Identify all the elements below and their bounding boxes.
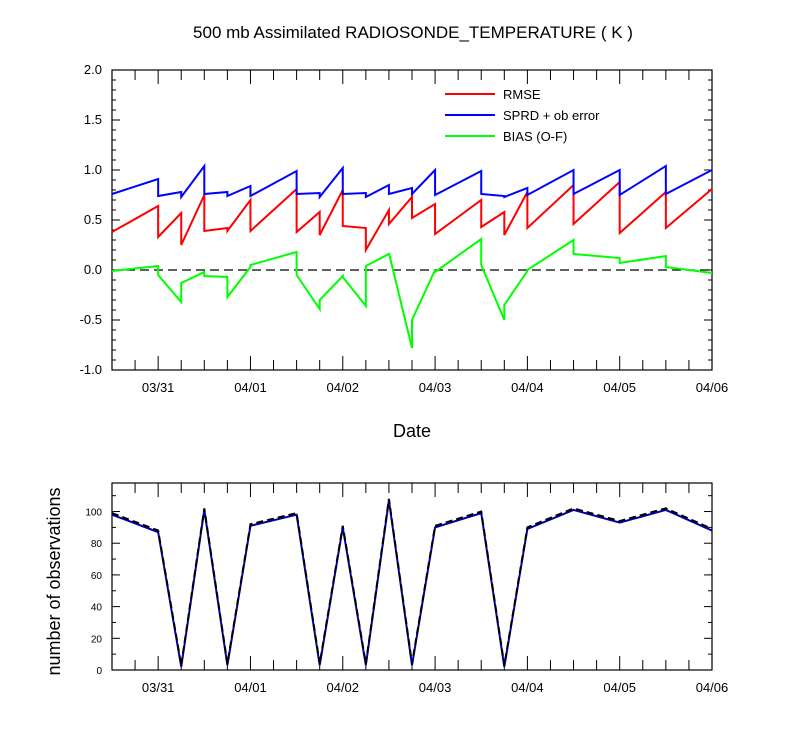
y-tick-label: 60: [91, 571, 103, 582]
x-tick-label: 04/04: [511, 680, 544, 695]
legend-label: RMSE: [503, 87, 541, 102]
y-tick-label: 1.0: [84, 162, 102, 177]
x-tick-label: 04/02: [326, 380, 359, 395]
x-axis-title: Date: [393, 421, 431, 441]
x-tick-label: 04/05: [603, 680, 636, 695]
series-line-dashed: [111, 498, 713, 666]
y-tick-label: 80: [91, 539, 103, 550]
chart-title: 500 mb Assimilated RADIOSONDE_TEMPERATUR…: [193, 23, 633, 42]
y-tick-label: 100: [85, 508, 102, 519]
plot-frame: [111, 482, 713, 671]
x-tick-label: 04/06: [696, 680, 729, 695]
series-line-sprd-ob-error: [111, 162, 713, 201]
y-tick-label: 0.5: [84, 212, 102, 227]
y-tick-label: -0.5: [80, 312, 102, 327]
x-tick-label: 04/06: [696, 380, 729, 395]
x-tick-label: 04/01: [234, 380, 267, 395]
legend-label: SPRD + ob error: [503, 108, 600, 123]
x-tick-label: 04/03: [419, 680, 452, 695]
y-tick-label: -1.0: [80, 362, 102, 377]
y-tick-label: 0.0: [84, 262, 102, 277]
series-line-bias-o-f: [111, 237, 713, 349]
bottom-panel: 0 20 40 60 80 100 03/31 04/01 04/02 04/03 04/04 04/…: [44, 482, 729, 695]
y-tick-label: 40: [91, 603, 103, 614]
y-tick-label: 1.5: [84, 112, 102, 127]
legend-label: BIAS (O-F): [503, 129, 567, 144]
x-tick-label: 04/02: [326, 680, 359, 695]
y-tick-label: 2.0: [84, 62, 102, 77]
x-tick-label: 03/31: [142, 380, 175, 395]
y-axis-title: number of observations: [44, 487, 64, 675]
series-line-solid: [111, 500, 713, 667]
x-tick-label: 04/05: [603, 380, 636, 395]
x-tick-label: 04/03: [419, 380, 452, 395]
x-tick-label: 04/01: [234, 680, 267, 695]
y-tick-label: 20: [91, 634, 103, 645]
x-tick-label: 03/31: [142, 680, 175, 695]
x-tick-label: 04/04: [511, 380, 544, 395]
top-panel: -1.0 -0.5 0.0 0.5 1.0 1.5 2.0 03/31 04/01 04/02 04…: [80, 62, 729, 441]
y-tick-label: 0: [96, 666, 102, 677]
series-line-rmse: [111, 179, 713, 254]
